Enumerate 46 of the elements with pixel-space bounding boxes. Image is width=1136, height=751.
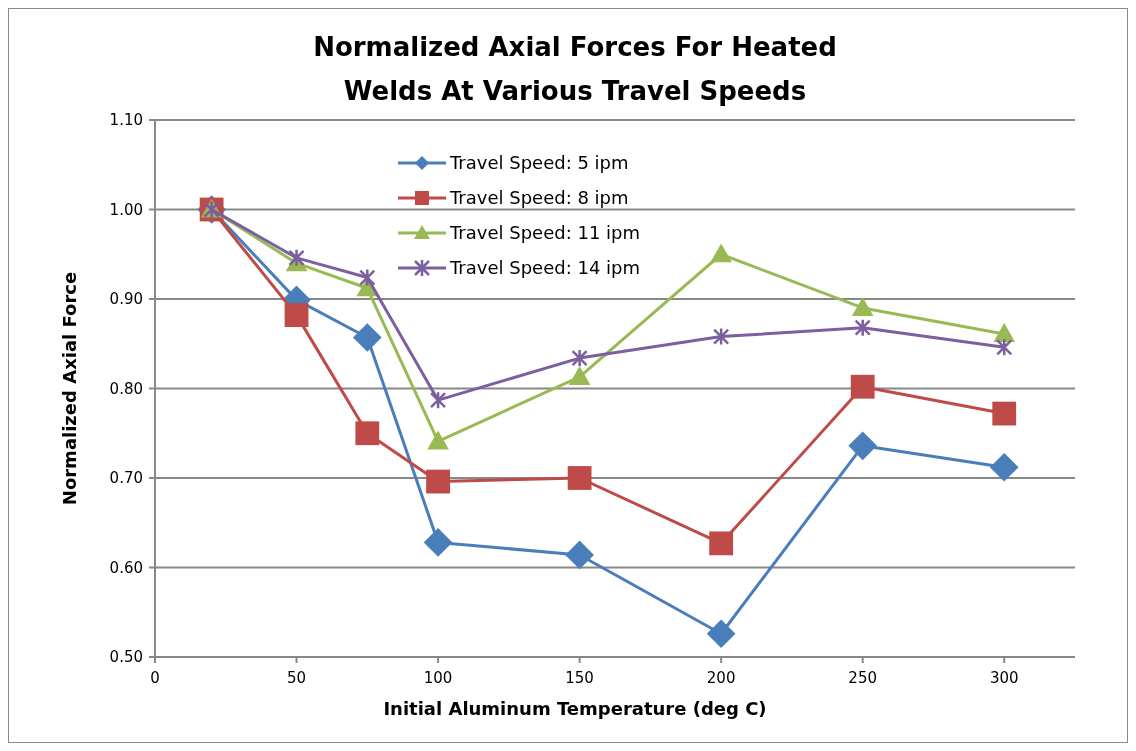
point: [429, 390, 447, 410]
x-tick-label: 0: [150, 669, 160, 687]
point: [995, 338, 1013, 357]
y-tick-label: 0.90: [109, 290, 143, 309]
y-axis-title: Normalized Axial Force: [59, 271, 80, 506]
y-tick-label: 0.60: [109, 558, 143, 577]
point: [712, 327, 730, 346]
point: [423, 528, 453, 557]
point: [850, 374, 875, 399]
x-tick-label: 200: [706, 669, 736, 687]
point: [427, 430, 449, 450]
x-axis-title: Initial Aluminum Temperature (deg C): [383, 698, 767, 719]
y-tick-label: 0.50: [109, 648, 143, 667]
point: [993, 323, 1016, 342]
y-tick-label: 1.00: [109, 200, 143, 219]
chart-title: Normalized Axial Forces For Heated Welds At Various Travel Speeds: [313, 32, 837, 106]
point: [568, 366, 591, 385]
x-tick-label: 100: [423, 669, 453, 687]
point: [565, 540, 594, 570]
point: [848, 431, 878, 461]
point: [851, 297, 874, 317]
y-tick-label: 0.80: [109, 379, 143, 398]
point: [567, 466, 592, 490]
legend-label: Travel Speed: 5 ipm: [449, 152, 629, 174]
point: [989, 452, 1019, 482]
point: [284, 303, 309, 328]
point: [359, 268, 376, 287]
point: [352, 323, 382, 352]
legend-label: Travel Speed: 8 ipm: [449, 187, 629, 209]
point: [355, 421, 380, 446]
point: [571, 348, 588, 368]
point: [992, 401, 1017, 426]
x-tick-label: 300: [989, 669, 1019, 687]
point: [288, 248, 305, 268]
y-tick-label: 1.10: [109, 111, 143, 130]
point: [709, 531, 734, 556]
point: [854, 318, 871, 337]
point: [710, 243, 732, 263]
x-tick-label: 50: [286, 669, 307, 687]
legend-label: Travel Speed: 11 ipm: [449, 222, 641, 244]
point: [706, 619, 736, 649]
point: [426, 469, 450, 494]
x-tick-label: 150: [565, 669, 594, 687]
y-tick-label: 0.70: [109, 469, 143, 488]
legend-label: Travel Speed: 14 ipm: [449, 257, 641, 279]
x-tick-label: 250: [848, 669, 878, 687]
